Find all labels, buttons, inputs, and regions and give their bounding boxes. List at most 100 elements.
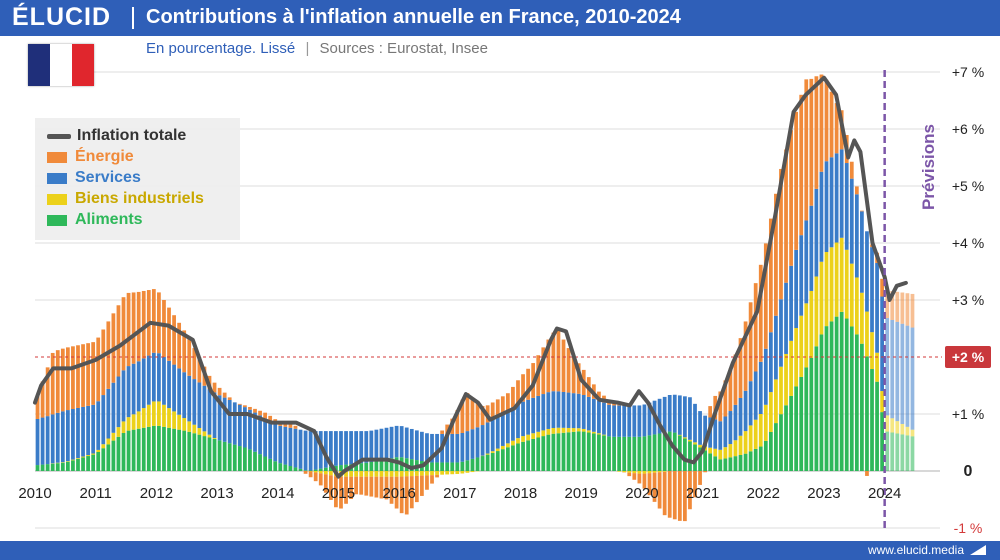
x-tick-label: 2023 bbox=[807, 485, 840, 502]
bar-energie bbox=[430, 475, 434, 484]
bar-services bbox=[334, 431, 338, 466]
bar-aliments bbox=[207, 437, 212, 471]
bar-energie bbox=[253, 408, 257, 413]
bar-services bbox=[328, 431, 333, 467]
bar-energie bbox=[693, 471, 697, 498]
bar-biens bbox=[536, 431, 541, 438]
bar-energie bbox=[349, 476, 353, 500]
bar-services bbox=[814, 188, 819, 277]
bar-energie bbox=[172, 315, 176, 365]
bar-aliments bbox=[627, 436, 632, 471]
bar-energie bbox=[860, 210, 864, 212]
bar-services bbox=[273, 423, 278, 462]
bar-energie bbox=[470, 397, 475, 430]
y-axis: +7 % +6 % +5 % +4 % +3 % +1 % 0 -1 % bbox=[952, 64, 984, 536]
bar-services bbox=[738, 397, 743, 436]
bar-energie bbox=[91, 342, 96, 405]
bar-aliments bbox=[243, 447, 247, 471]
bar-energie bbox=[182, 330, 187, 373]
bar-biens bbox=[101, 444, 106, 449]
bar-biens bbox=[136, 411, 141, 429]
bar-aliments bbox=[151, 425, 156, 471]
bar-services bbox=[435, 433, 439, 463]
bar-energie bbox=[106, 321, 111, 389]
bar-energie bbox=[76, 345, 80, 408]
bar-biens bbox=[369, 471, 374, 477]
bar-aliments bbox=[71, 460, 75, 471]
bar-energie bbox=[227, 397, 232, 400]
bar-biens bbox=[364, 471, 369, 477]
bar-energie bbox=[698, 471, 702, 485]
bar-services bbox=[627, 405, 632, 437]
bar-energie bbox=[794, 111, 799, 250]
bar-energie bbox=[556, 331, 561, 392]
bar-biens bbox=[865, 311, 869, 357]
legend-swatch bbox=[47, 172, 67, 184]
subtitle-sources: Sources : Eurostat, Insee bbox=[319, 40, 488, 57]
bar-energie bbox=[465, 393, 470, 432]
bar-biens bbox=[197, 428, 202, 435]
bar-energie bbox=[738, 338, 743, 398]
bar-services bbox=[753, 371, 758, 420]
bar-services bbox=[688, 397, 692, 440]
bar-energie bbox=[672, 471, 677, 520]
bar-services bbox=[162, 357, 166, 405]
bar-services bbox=[293, 428, 298, 468]
bar-services bbox=[40, 417, 45, 465]
bar-energie bbox=[763, 243, 768, 349]
bar-energie bbox=[541, 347, 546, 395]
target-label: +2 % bbox=[952, 349, 985, 365]
bar-services bbox=[581, 395, 586, 429]
bar-aliments bbox=[131, 429, 136, 471]
bar-services bbox=[131, 363, 136, 415]
bar-energie bbox=[212, 382, 217, 393]
bar-aliments bbox=[450, 462, 455, 471]
bar-services bbox=[35, 418, 40, 466]
bar-energie bbox=[187, 338, 192, 376]
bar-aliments bbox=[844, 318, 849, 471]
bar-energie bbox=[900, 292, 905, 324]
bar-biens bbox=[860, 292, 864, 344]
bar-services bbox=[602, 402, 606, 435]
bar-aliments bbox=[172, 428, 176, 471]
bar-aliments bbox=[895, 433, 900, 471]
bar-services bbox=[217, 395, 222, 441]
bar-biens bbox=[182, 418, 187, 431]
bar-aliments bbox=[339, 465, 343, 471]
bar-energie bbox=[313, 472, 318, 482]
bar-biens bbox=[202, 431, 207, 437]
bar-services bbox=[172, 364, 176, 412]
bar-energie bbox=[819, 74, 824, 172]
bar-biens bbox=[409, 471, 414, 477]
bar-energie bbox=[637, 473, 642, 484]
bar-biens bbox=[799, 315, 804, 377]
bar-aliments bbox=[111, 440, 116, 471]
bar-biens bbox=[591, 431, 596, 434]
bar-energie bbox=[500, 396, 505, 414]
bar-energie bbox=[60, 348, 65, 412]
bar-energie bbox=[718, 391, 723, 422]
bar-services bbox=[672, 394, 677, 433]
bar-biens bbox=[652, 471, 657, 473]
bar-biens bbox=[404, 471, 409, 477]
bar-services bbox=[865, 231, 869, 312]
bar-aliments bbox=[192, 433, 197, 471]
bar-biens bbox=[748, 425, 753, 452]
bar-biens bbox=[430, 471, 434, 476]
bar-aliments bbox=[865, 356, 869, 471]
bar-aliments bbox=[576, 431, 581, 471]
bar-services bbox=[136, 361, 141, 412]
bar-energie bbox=[733, 354, 738, 405]
bar-services bbox=[470, 429, 475, 459]
bar-biens bbox=[546, 428, 551, 435]
bar-aliments bbox=[65, 461, 70, 471]
bar-aliments bbox=[288, 466, 293, 471]
bar-services bbox=[323, 431, 328, 468]
bar-energie bbox=[880, 278, 885, 297]
bar-aliments bbox=[116, 436, 121, 471]
bar-services bbox=[551, 391, 556, 429]
bar-biens bbox=[809, 290, 814, 358]
bar-aliments bbox=[516, 443, 520, 471]
bar-services bbox=[116, 376, 121, 428]
bar-services bbox=[703, 415, 707, 447]
